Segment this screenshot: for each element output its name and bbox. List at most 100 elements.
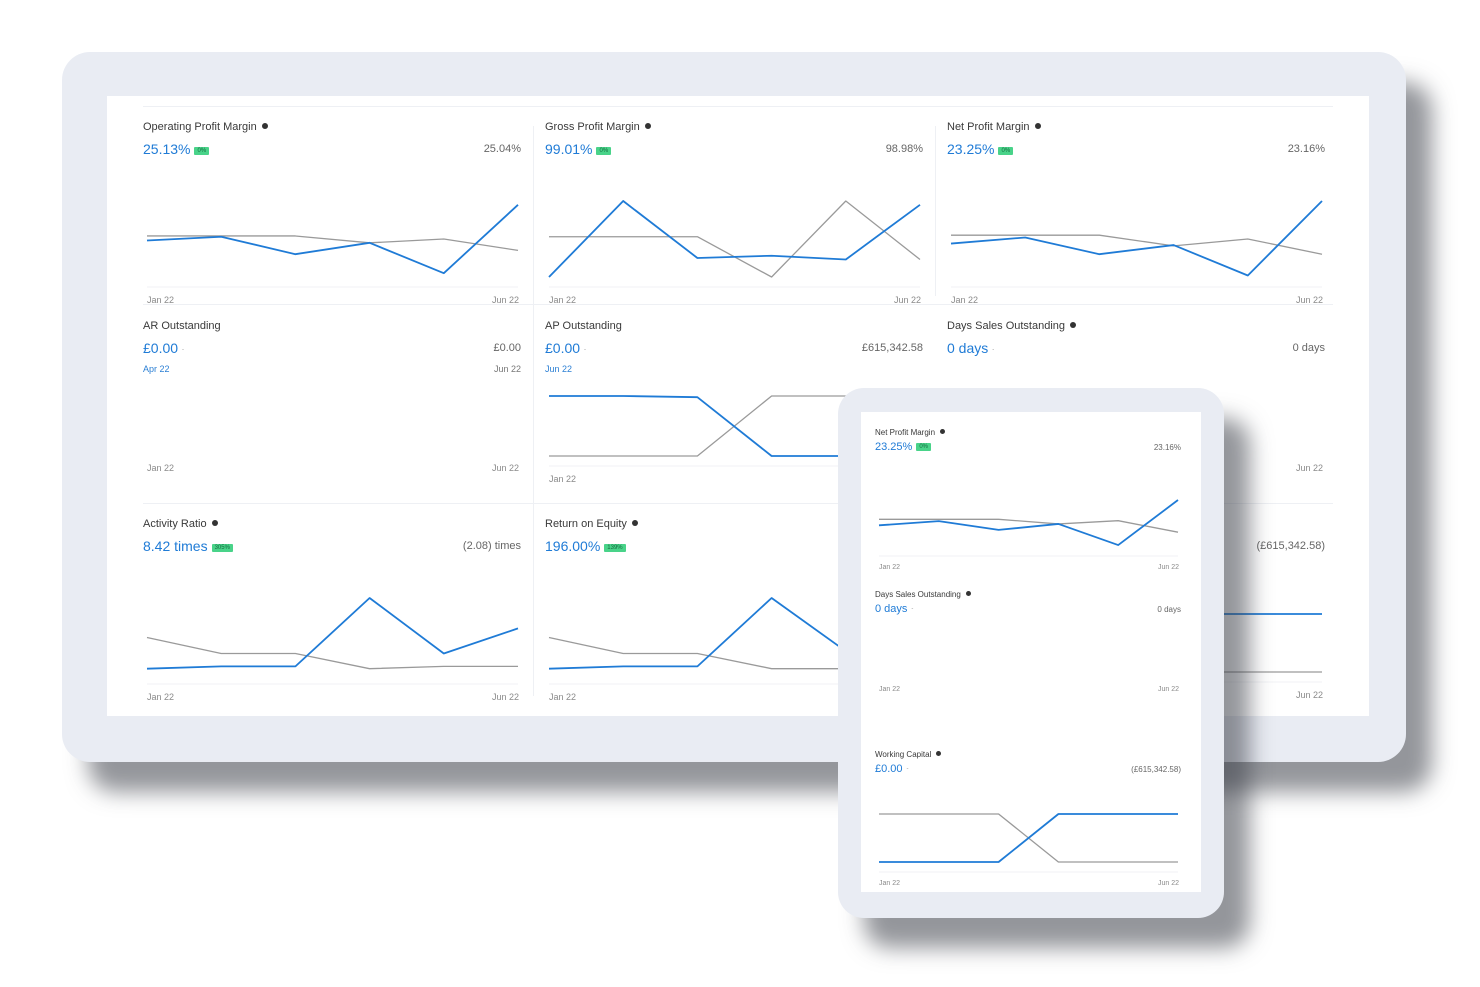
info-icon[interactable] bbox=[261, 123, 268, 129]
sparkline-chart bbox=[146, 597, 519, 685]
x-axis-end-label: Jun 22 bbox=[491, 463, 519, 473]
x-axis-end-label: Jun 22 bbox=[491, 295, 519, 305]
change-badge: - bbox=[182, 347, 185, 353]
x-axis-end-label: Jun 22 bbox=[1295, 295, 1323, 305]
x-axis-start-label: Jan 22 bbox=[147, 692, 175, 702]
previous-period-line bbox=[549, 200, 921, 278]
info-icon[interactable] bbox=[1034, 123, 1041, 129]
grid-divider bbox=[143, 503, 1333, 504]
metric-card[interactable]: Return on Equity 196.00% 139% Jan 22 bbox=[545, 518, 923, 702]
metric-card[interactable]: Net Profit Margin 23.25% 0% 23.16% Jan 22 Jun… bbox=[875, 428, 1181, 578]
comparison-value: 23.16% bbox=[1287, 143, 1325, 155]
info-icon[interactable] bbox=[1070, 322, 1077, 328]
metric-title: Working Capital bbox=[875, 750, 942, 759]
metric-value-text: 23.25% bbox=[947, 141, 995, 157]
x-axis-start-label: Jan 22 bbox=[147, 295, 175, 305]
metric-title-text: Working Capital bbox=[875, 750, 932, 759]
metric-card[interactable]: Activity Ratio 8.42 times 305% (2.08) times… bbox=[143, 518, 521, 702]
previous-period-line bbox=[951, 234, 1323, 255]
metric-title-text: Activity Ratio bbox=[143, 518, 207, 530]
grid-divider bbox=[935, 126, 936, 296]
metric-value: 196.00% 139% bbox=[545, 538, 626, 554]
sparkline-chart bbox=[879, 813, 1178, 873]
metric-card[interactable]: AR Outstanding £0.00- £0.00 Apr 22 Jun 22 Jan… bbox=[143, 320, 521, 500]
tablet-frame: Net Profit Margin 23.25% 0% 23.16% Jan 22 Jun… bbox=[838, 388, 1224, 918]
metric-title: Days Sales Outstanding bbox=[947, 320, 1077, 332]
x-axis-end-label: Jun 22 bbox=[1295, 463, 1323, 473]
x-axis-start-label: Jan 22 bbox=[951, 295, 979, 305]
metric-title-text: Days Sales Outstanding bbox=[875, 590, 961, 599]
metric-title-text: Days Sales Outstanding bbox=[947, 320, 1066, 332]
info-icon[interactable] bbox=[631, 520, 638, 526]
comparison-value: 98.98% bbox=[885, 143, 923, 155]
change-badge: - bbox=[584, 347, 587, 353]
metric-value-text: 0 days bbox=[947, 340, 989, 356]
info-icon[interactable] bbox=[936, 751, 942, 756]
metric-card[interactable]: Gross Profit Margin 99.01% 0% 98.98% Jan 22 J… bbox=[545, 121, 923, 305]
info-icon[interactable] bbox=[965, 591, 971, 596]
metric-value-text: 23.25% bbox=[875, 441, 913, 453]
metric-value: 0 days - bbox=[947, 340, 994, 356]
x-axis-end-label: Jun 22 bbox=[491, 692, 519, 702]
x-axis-end-label: Jun 22 bbox=[1157, 686, 1179, 693]
x-axis-start-label: Jan 22 bbox=[549, 295, 577, 305]
change-badge: - bbox=[906, 766, 909, 772]
x-axis-end-label: Jun 22 bbox=[1295, 690, 1323, 700]
metric-value-text: £0.00 bbox=[875, 763, 903, 775]
metric-value-text: £0.00 bbox=[143, 340, 179, 356]
info-icon[interactable] bbox=[940, 429, 946, 434]
metric-value: 23.25% 0% bbox=[947, 141, 1014, 157]
comparison-value: (£615,342.58) bbox=[1256, 540, 1326, 552]
current-period-line bbox=[146, 597, 519, 670]
previous-period-line bbox=[879, 518, 1179, 533]
metric-card[interactable]: Operating Profit Margin 25.13% 0% 25.04% Jan… bbox=[143, 121, 521, 305]
comparison-value: (2.08) times bbox=[462, 540, 521, 552]
grid-divider bbox=[143, 106, 1333, 107]
metric-title: Gross Profit Margin bbox=[545, 121, 651, 133]
metric-title: Net Profit Margin bbox=[947, 121, 1041, 133]
metric-value-text: £0.00 bbox=[545, 340, 581, 356]
current-period-line bbox=[878, 499, 1179, 546]
metric-value-text: 0 days bbox=[875, 603, 908, 615]
sparkline-chart bbox=[950, 200, 1323, 288]
change-badge: 0% bbox=[998, 147, 1014, 155]
comparison-value: 0 days bbox=[1157, 605, 1181, 614]
x-axis-start-label: Jan 22 bbox=[549, 692, 577, 702]
metric-title-text: Operating Profit Margin bbox=[143, 121, 257, 133]
change-badge: - bbox=[992, 347, 995, 353]
metric-value-text: 196.00% bbox=[545, 538, 601, 554]
info-icon[interactable] bbox=[644, 123, 651, 129]
range-start-date: Apr 22 bbox=[143, 364, 170, 374]
change-badge: 0% bbox=[194, 147, 210, 155]
comparison-value: 25.04% bbox=[483, 143, 521, 155]
comparison-value: £615,342.58 bbox=[861, 342, 923, 354]
metric-value: 25.13% 0% bbox=[143, 141, 210, 157]
range-start-date: Jun 22 bbox=[545, 364, 573, 374]
metric-title-text: Net Profit Margin bbox=[875, 428, 936, 437]
comparison-value: 23.16% bbox=[1153, 443, 1181, 452]
metric-title: AR Outstanding bbox=[143, 320, 221, 332]
info-icon[interactable] bbox=[211, 520, 218, 526]
x-axis-end-label: Jun 22 bbox=[1157, 880, 1179, 887]
x-axis-end-label: Jun 22 bbox=[1157, 564, 1179, 571]
sparkline-chart bbox=[146, 204, 519, 288]
metric-card[interactable]: Net Profit Margin 23.25% 0% 23.16% Jan 22 Jun… bbox=[947, 121, 1325, 305]
metric-title: Activity Ratio bbox=[143, 518, 218, 530]
change-badge: 139% bbox=[604, 544, 626, 552]
change-badge: 0% bbox=[596, 147, 612, 155]
metric-card[interactable]: Working Capital £0.00- (£615,342.58) Jan 22… bbox=[875, 750, 1181, 900]
metric-title: AP Outstanding bbox=[545, 320, 622, 332]
metric-value: 99.01% 0% bbox=[545, 141, 612, 157]
current-period-line bbox=[879, 813, 1178, 863]
current-period-line bbox=[548, 200, 921, 278]
tablet-dashboard-screen: Net Profit Margin 23.25% 0% 23.16% Jan 22 Jun… bbox=[861, 412, 1201, 892]
previous-period-line bbox=[147, 235, 519, 252]
comparison-value: (£615,342.58) bbox=[1131, 765, 1181, 774]
metric-value: 0 days - bbox=[875, 603, 913, 615]
change-badge: 305% bbox=[211, 544, 233, 552]
x-axis-end-label: Jun 22 bbox=[893, 295, 921, 305]
metric-value-text: 25.13% bbox=[143, 141, 191, 157]
metric-title: Return on Equity bbox=[545, 518, 638, 530]
metric-value-text: 99.01% bbox=[545, 141, 593, 157]
